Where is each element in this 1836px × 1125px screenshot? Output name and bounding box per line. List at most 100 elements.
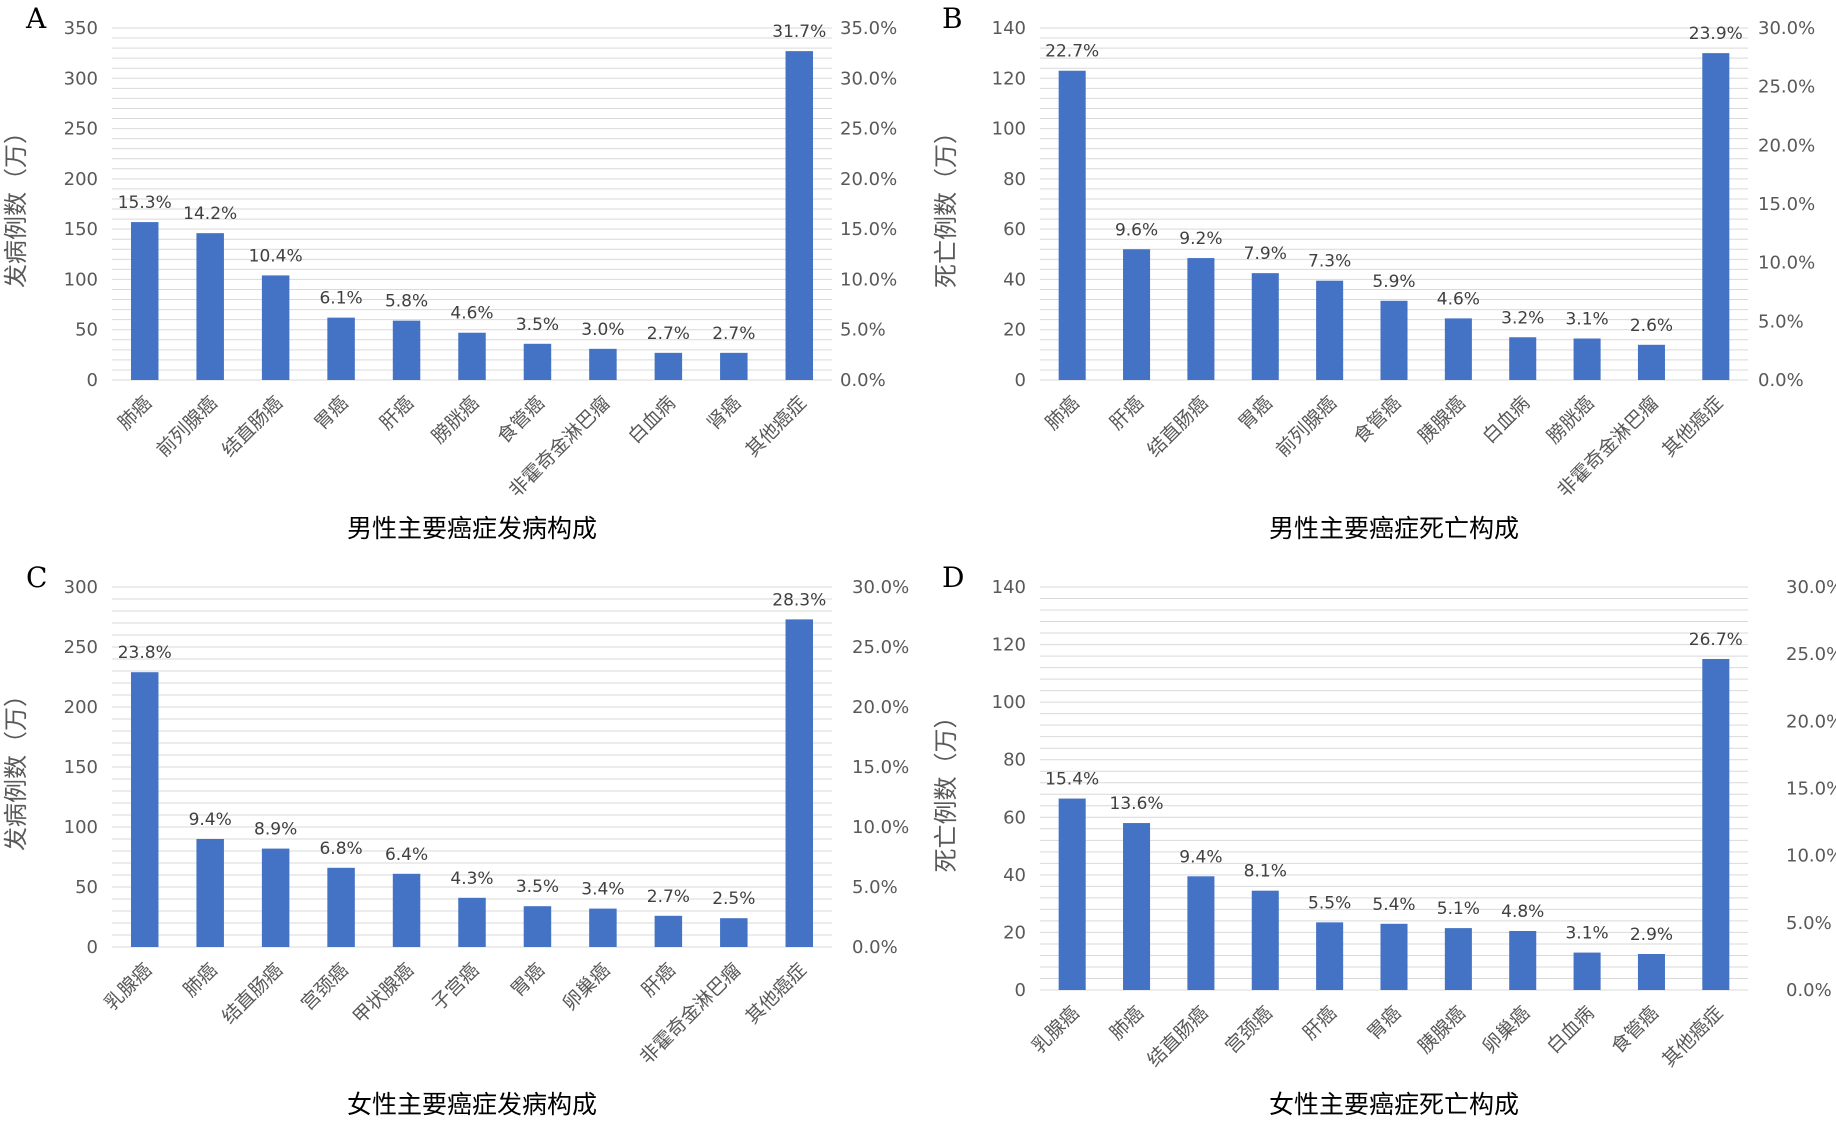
bar — [654, 352, 683, 380]
bar — [1380, 300, 1408, 380]
y2-tick-label: 0.0% — [852, 937, 898, 958]
data-label: 7.3% — [1308, 252, 1351, 272]
y-tick-label: 60 — [1003, 807, 1026, 828]
data-label: 5.8% — [385, 292, 428, 312]
data-label: 5.9% — [1372, 272, 1415, 292]
y-tick-label: 300 — [64, 577, 98, 598]
y2-tick-label: 20.0% — [852, 697, 909, 718]
y2-tick-label: 0.0% — [1786, 980, 1832, 1001]
bar — [130, 672, 159, 947]
chart-panel-d: 0 20 40 60 80 100 120 140 0.0% 5.0% 10.0% 15.0% 20.0… — [918, 560, 1836, 1121]
data-label: 22.7% — [1045, 42, 1099, 62]
data-label: 3.2% — [1501, 308, 1544, 328]
data-label: 6.1% — [319, 289, 362, 309]
data-label: 3.0% — [581, 320, 624, 340]
category-label: 宫颈癌 — [1221, 1002, 1277, 1058]
bar — [1444, 318, 1472, 380]
y-tick-label: 20 — [1003, 922, 1026, 943]
y-tick-label: 50 — [75, 320, 98, 341]
y-axis-title: 发病例数（万） — [2, 683, 30, 851]
data-label: 2.5% — [712, 889, 755, 909]
bar — [1702, 658, 1730, 990]
category-label: 膀胱癌 — [1543, 392, 1599, 448]
data-label: 3.4% — [581, 880, 624, 900]
category-label: 肺癌 — [1041, 392, 1083, 434]
bar — [458, 332, 486, 380]
y-tick-label: 150 — [64, 219, 98, 240]
data-label: 2.7% — [647, 324, 690, 344]
data-label: 8.1% — [1244, 862, 1287, 882]
bar — [785, 619, 814, 947]
bar — [130, 222, 159, 380]
chart-title: 女性主要癌症死亡构成 — [1269, 1090, 1519, 1119]
y2-tick-label: 25.0% — [1786, 644, 1836, 665]
data-label: 28.3% — [772, 590, 826, 610]
data-label: 3.1% — [1565, 310, 1608, 330]
data-label: 9.4% — [1179, 847, 1222, 867]
y-tick-label: 0 — [1015, 370, 1026, 391]
data-label: 9.2% — [1179, 229, 1222, 249]
data-label: 6.4% — [385, 845, 428, 865]
y2-tick-label: 15.0% — [852, 757, 909, 778]
y-tick-label: 120 — [992, 68, 1026, 89]
y2-tick-label: 5.0% — [852, 877, 898, 898]
data-label: 9.6% — [1115, 220, 1158, 240]
y-tick-label: 250 — [64, 637, 98, 658]
data-label: 31.7% — [772, 22, 826, 42]
y-tick-label: 60 — [1003, 219, 1026, 240]
category-label: 前列腺癌 — [1272, 392, 1341, 461]
y2-tick-label: 30.0% — [1786, 577, 1836, 598]
chart-svg: 0 20 40 60 80 100 120 140 0.0% 5.0% 10.0% 15.0% 20.0… — [932, 2, 1815, 543]
bar — [1187, 876, 1215, 990]
y2-tick-label: 10.0% — [840, 269, 897, 290]
chart-title: 女性主要癌症发病构成 — [347, 1090, 597, 1119]
bar — [261, 848, 290, 947]
category-label: 结直肠癌 — [1143, 1002, 1212, 1071]
category-label: 胃癌 — [1363, 1002, 1405, 1044]
category-label: 其他癌症 — [742, 392, 811, 461]
category-label: 结直肠癌 — [218, 959, 287, 1028]
data-label: 23.9% — [1689, 24, 1743, 44]
data-label: 4.6% — [1437, 289, 1480, 309]
y2-tick-label: 20.0% — [1758, 135, 1815, 156]
category-label: 白血病 — [1478, 392, 1534, 448]
y2-tick-label: 5.0% — [1786, 913, 1832, 934]
bar — [1123, 823, 1151, 990]
y2-tick-label: 15.0% — [840, 219, 897, 240]
panel-letter: B — [942, 2, 963, 35]
category-label: 其他癌症 — [1658, 1002, 1727, 1071]
bar — [327, 867, 355, 947]
y2-tick-label: 0.0% — [840, 370, 886, 391]
category-label: 膀胱癌 — [428, 392, 484, 448]
y2-tick-label: 35.0% — [840, 18, 897, 39]
data-label: 4.8% — [1501, 902, 1544, 922]
y2-tick-label: 30.0% — [1758, 18, 1815, 39]
data-label: 6.8% — [319, 839, 362, 859]
chart-svg: 0 50 100 150 200 250 300 350 0.0% 5.0% 10.0% 15.0% 2… — [2, 2, 897, 543]
y-tick-label: 140 — [992, 18, 1026, 39]
bar — [523, 906, 552, 947]
data-label: 4.6% — [450, 304, 493, 324]
y-axis-title: 死亡例数（万） — [932, 120, 960, 288]
category-label: 胃癌 — [310, 392, 352, 434]
y-tick-label: 100 — [64, 269, 98, 290]
category-label: 食管癌 — [493, 392, 549, 448]
y2-tick-label: 20.0% — [1786, 711, 1836, 732]
category-label: 其他癌症 — [1658, 392, 1727, 461]
y-tick-label: 250 — [64, 119, 98, 140]
y-tick-label: 40 — [1003, 269, 1026, 290]
y-tick-label: 350 — [64, 18, 98, 39]
category-label: 宫颈癌 — [297, 959, 353, 1015]
y-tick-label: 0 — [87, 937, 98, 958]
panel-letter: A — [25, 2, 47, 35]
y2-tick-label: 0.0% — [1758, 370, 1804, 391]
y-tick-label: 300 — [64, 68, 98, 89]
bar — [1123, 249, 1151, 380]
chart-title: 男性主要癌症死亡构成 — [1269, 514, 1519, 543]
category-label: 子宫癌 — [428, 959, 484, 1015]
y2-tick-label: 15.0% — [1758, 194, 1815, 215]
category-label: 胃癌 — [507, 959, 549, 1001]
data-label: 15.3% — [118, 193, 172, 213]
y2-tick-label: 25.0% — [1758, 77, 1815, 98]
panel-letter: D — [942, 561, 964, 594]
